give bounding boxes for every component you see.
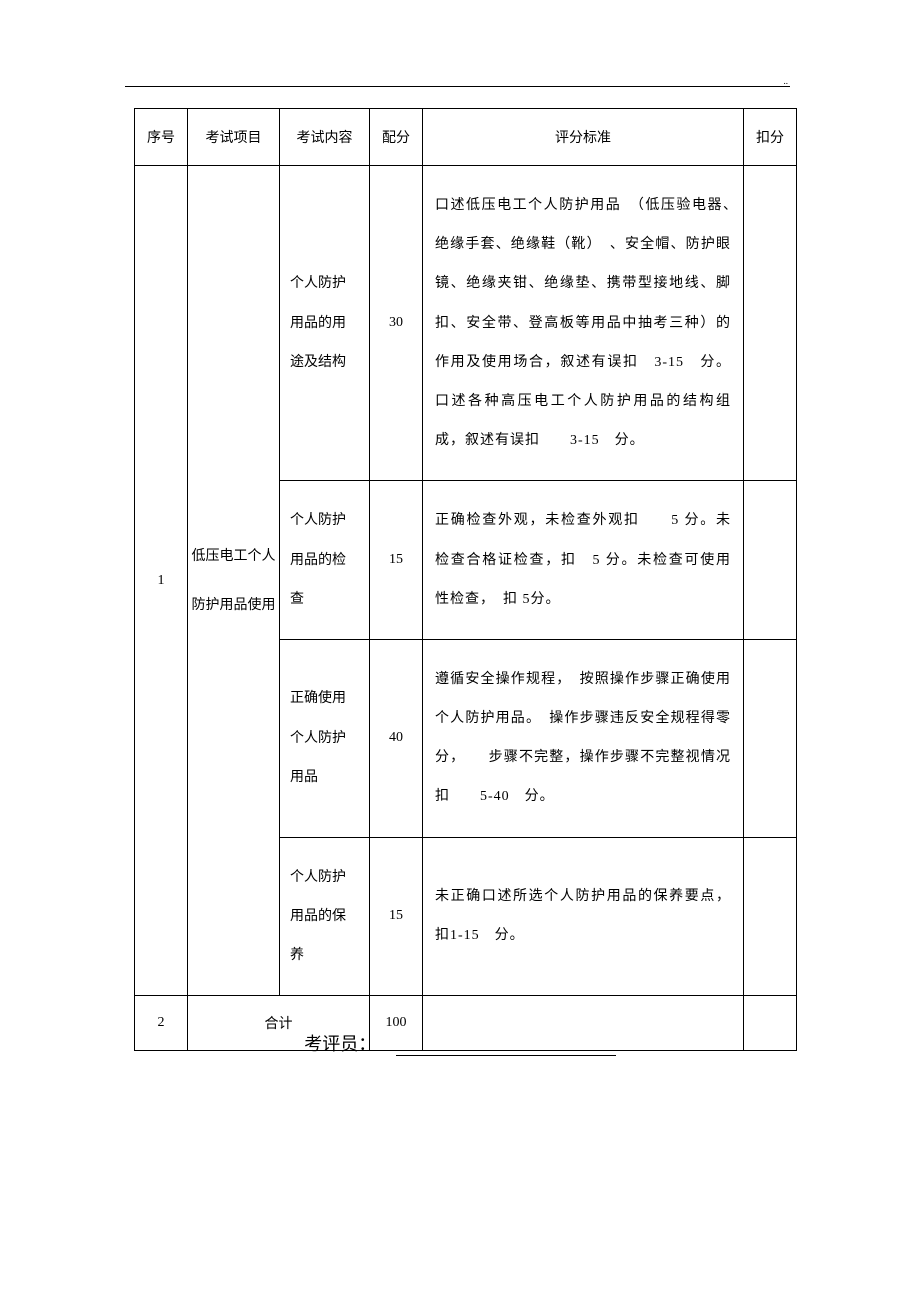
cell-content: 个人防护用品的用途及结构	[280, 166, 370, 481]
cell-deduct	[744, 481, 797, 640]
cell-content: 正确使用个人防护用品	[280, 639, 370, 837]
cell-content: 个人防护用品的检查	[280, 481, 370, 640]
cell-content: 个人防护用品的保养	[280, 837, 370, 996]
header-item: 考试项目	[188, 109, 280, 166]
header-mark: ..	[784, 76, 789, 86]
header-deduct: 扣分	[744, 109, 797, 166]
cell-criteria: 遵循安全操作规程， 按照操作步骤正确使用个人防护用品。 操作步骤违反安全规程得零…	[423, 639, 744, 837]
cell-item: 低压电工个人防护用品使用	[188, 166, 280, 996]
table-row: 1 低压电工个人防护用品使用 个人防护用品的用途及结构 30 口述低压电工个人防…	[135, 166, 797, 481]
header-seq: 序号	[135, 109, 188, 166]
cell-deduct	[744, 837, 797, 996]
examiner-signature-line	[396, 1055, 616, 1056]
cell-criteria: 口述低压电工个人防护用品 （低压验电器、 绝缘手套、绝缘鞋（靴） 、安全帽、防护…	[423, 166, 744, 481]
cell-score: 30	[370, 166, 423, 481]
cell-score: 15	[370, 837, 423, 996]
cell-deduct	[744, 166, 797, 481]
scoring-table: 序号 考试项目 考试内容 配分 评分标准 扣分 1 低压电工个人防护用品使用 个…	[134, 108, 797, 1051]
header-content: 考试内容	[280, 109, 370, 166]
examiner-label: 考评员：	[304, 1030, 376, 1056]
cell-deduct	[744, 639, 797, 837]
cell-seq: 1	[135, 166, 188, 996]
examiner-section: 考评员：	[0, 1030, 920, 1056]
cell-score: 40	[370, 639, 423, 837]
header-line	[125, 86, 790, 87]
header-criteria: 评分标准	[423, 109, 744, 166]
header-score: 配分	[370, 109, 423, 166]
scoring-table-container: 序号 考试项目 考试内容 配分 评分标准 扣分 1 低压电工个人防护用品使用 个…	[134, 108, 796, 1051]
cell-criteria: 未正确口述所选个人防护用品的保养要点，扣1-15 分。	[423, 837, 744, 996]
cell-criteria: 正确检查外观，未检查外观扣 5 分。未检查合格证检查，扣 5 分。未检查可使用性…	[423, 481, 744, 640]
table-header-row: 序号 考试项目 考试内容 配分 评分标准 扣分	[135, 109, 797, 166]
cell-score: 15	[370, 481, 423, 640]
